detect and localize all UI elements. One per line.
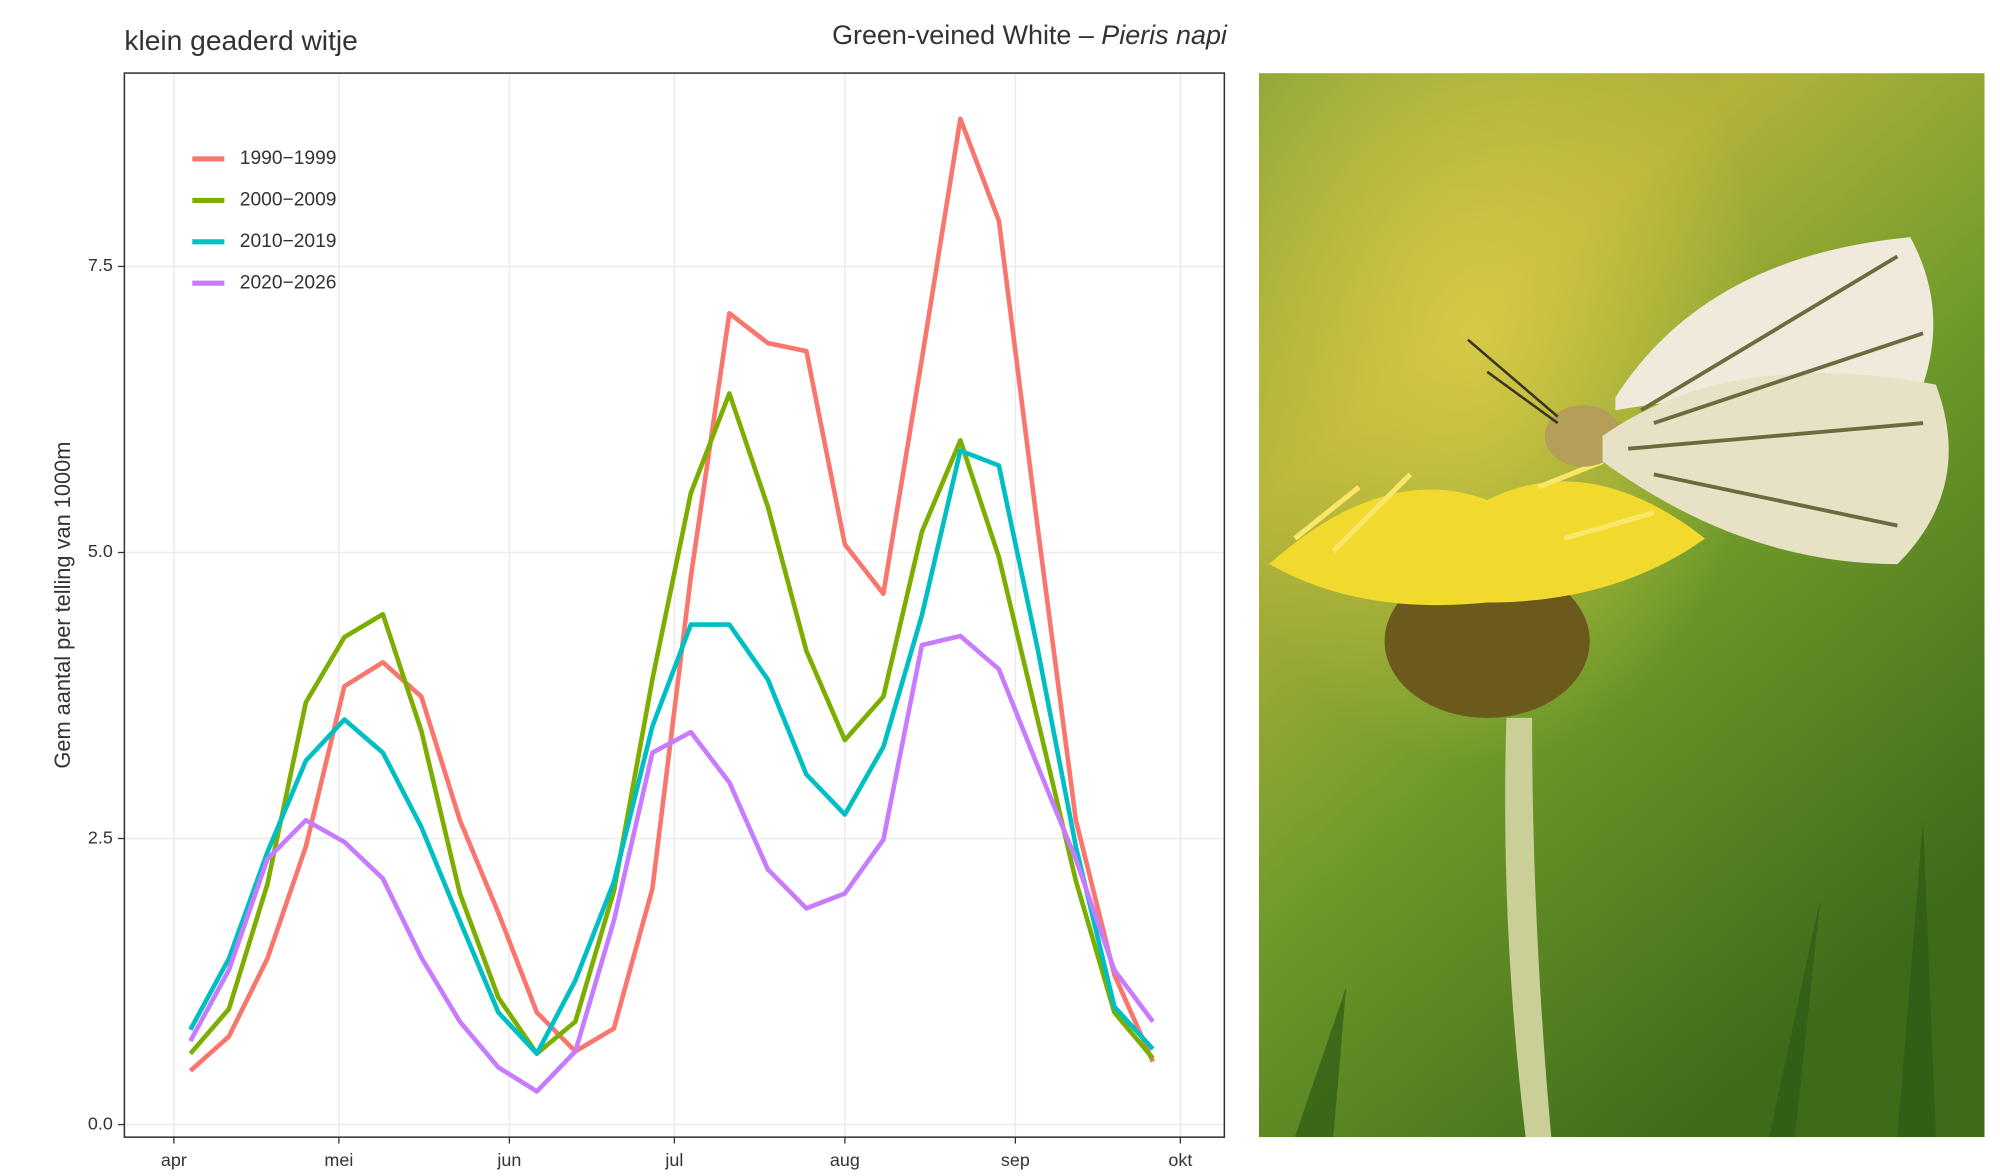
y-tick-label: 7.5 xyxy=(88,255,113,275)
series-line xyxy=(188,391,1155,1060)
x-tick-label: mei xyxy=(324,1150,353,1170)
chart-title: klein geaderd witje xyxy=(124,24,357,56)
title-latin: Pieris napi xyxy=(1101,20,1228,50)
title-common: Green-veined White – xyxy=(832,20,1094,50)
legend-label: 2020−2026 xyxy=(240,272,337,293)
x-tick-label: okt xyxy=(1168,1150,1192,1170)
y-tick-label: 2.5 xyxy=(88,827,113,847)
series-line xyxy=(188,448,1155,1056)
photo xyxy=(1258,73,1985,1138)
y-tick-label: 5.0 xyxy=(88,541,113,561)
legend-label: 2010−2019 xyxy=(240,231,337,252)
series-line xyxy=(188,116,1155,1073)
plot-border xyxy=(123,72,1226,1138)
series-line xyxy=(188,633,1155,1094)
x-tick-label: jun xyxy=(496,1150,521,1170)
y-axis-label: Gem aantal per telling van 1000m xyxy=(50,442,75,769)
x-tick-label: sep xyxy=(1001,1150,1030,1170)
legend-label: 1990−1999 xyxy=(240,148,337,169)
x-tick-label: apr xyxy=(161,1150,187,1170)
y-tick-label: 0.0 xyxy=(88,1113,113,1133)
x-tick-label: aug xyxy=(830,1150,860,1170)
species-title: Green-veined White – Pieris napi xyxy=(832,20,1228,50)
legend-label: 2000−2009 xyxy=(240,189,337,210)
x-tick-label: jul xyxy=(664,1150,683,1170)
